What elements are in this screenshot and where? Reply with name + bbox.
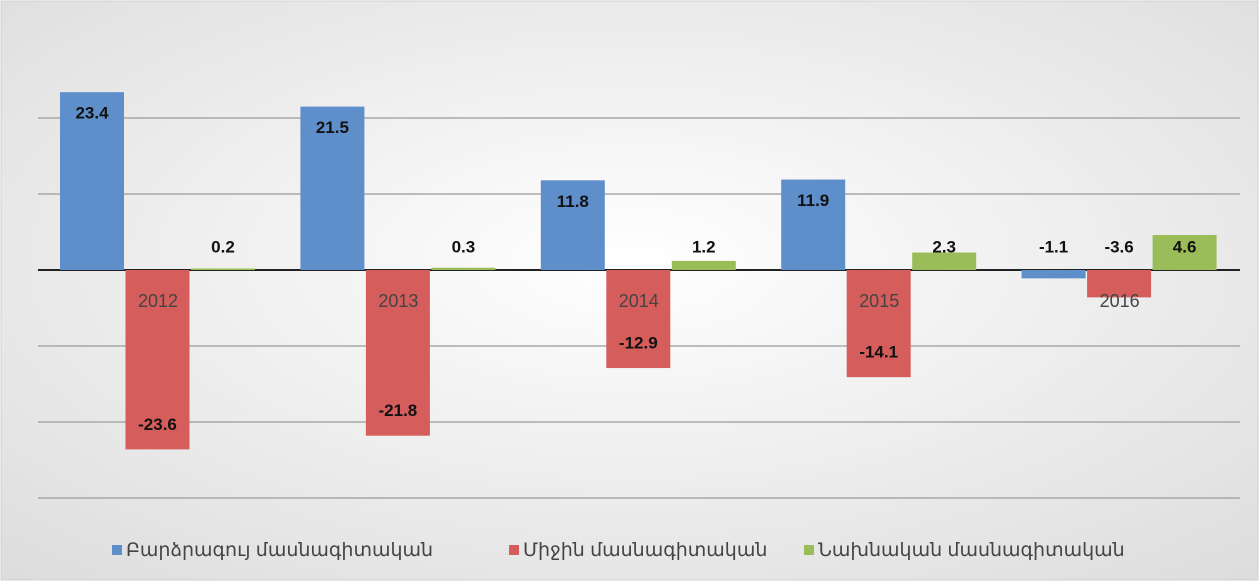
bar xyxy=(846,270,911,378)
data-label: 0.2 xyxy=(211,237,235,256)
bar xyxy=(540,180,605,270)
data-label: -12.9 xyxy=(619,334,658,353)
x-tick-label: 2014 xyxy=(619,291,659,311)
data-label: 21.5 xyxy=(316,118,349,137)
data-label: -1.1 xyxy=(1039,237,1068,256)
legend-label: Բարձրագույ մասնագիտական xyxy=(126,540,433,561)
bar xyxy=(606,270,671,369)
bar xyxy=(191,268,255,270)
data-label: 23.4 xyxy=(75,104,109,123)
bar xyxy=(300,106,365,270)
bar xyxy=(365,270,430,436)
legend-swatch xyxy=(112,545,122,555)
data-label: 4.6 xyxy=(1173,237,1197,256)
x-tick-label: 2012 xyxy=(138,291,178,311)
bar xyxy=(60,92,124,270)
legend-swatch xyxy=(509,545,519,555)
bar xyxy=(431,267,496,270)
bar xyxy=(1152,235,1217,270)
data-label: -3.6 xyxy=(1104,237,1133,256)
bar xyxy=(1021,270,1086,279)
data-label: 11.9 xyxy=(797,191,829,210)
bar xyxy=(912,252,977,270)
data-label: 0.3 xyxy=(452,237,476,256)
data-label: 1.2 xyxy=(692,237,716,256)
bar xyxy=(1087,270,1152,298)
x-tick-label: 2016 xyxy=(1100,291,1140,311)
data-label: -21.8 xyxy=(379,401,418,420)
bar xyxy=(125,270,190,450)
bar xyxy=(671,260,736,270)
data-label: -14.1 xyxy=(859,343,898,362)
data-label: 2.3 xyxy=(932,237,956,256)
x-tick-label: 2013 xyxy=(378,291,418,311)
bar xyxy=(781,179,846,270)
x-tick-label: 2015 xyxy=(859,291,899,311)
data-label: -23.6 xyxy=(138,415,177,434)
data-label: 11.8 xyxy=(557,192,589,211)
legend-swatch xyxy=(804,545,814,555)
legend-label: Նախնական մասնագիտական xyxy=(818,540,1125,561)
legend-label: Միջին մասնագիտական xyxy=(523,540,767,561)
